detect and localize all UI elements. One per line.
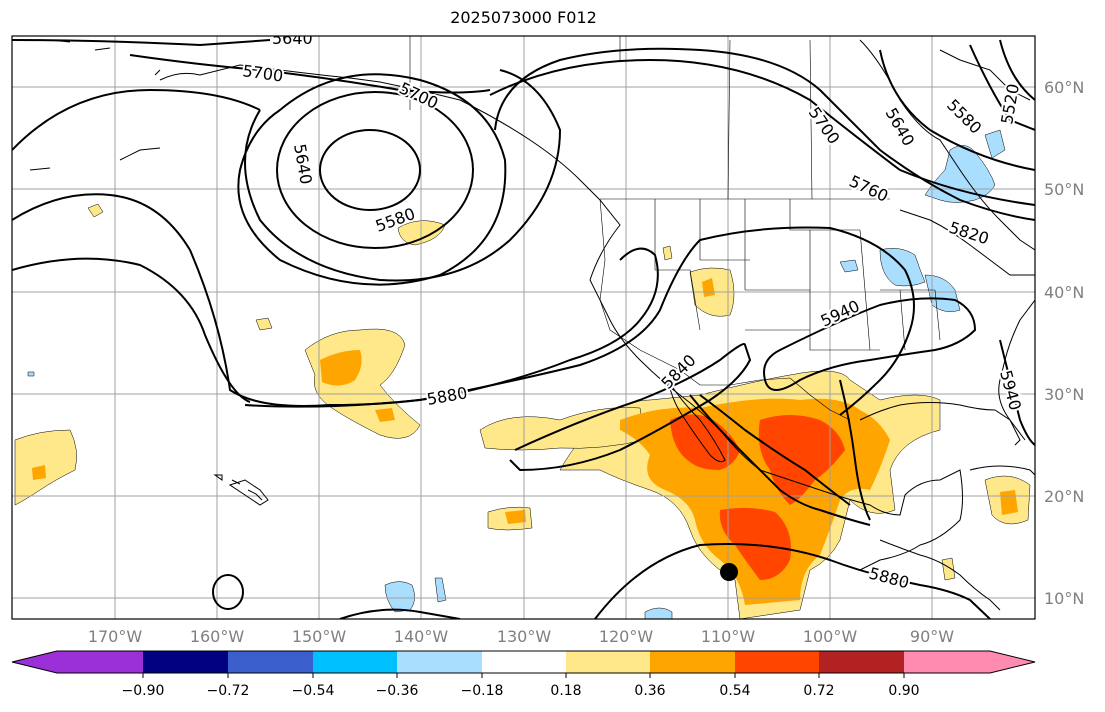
colorbar-tick-label: −0.36 [375,683,419,699]
lon-label: 150°W [292,627,347,646]
coastlines [29,39,1035,611]
fill-pacific-orange-1 [320,350,362,386]
latitude-labels: 10°N 20°N 30°N 40°N 50°N 60°N [1044,78,1084,608]
lat-label: 60°N [1044,78,1084,97]
colorbar-segment [57,651,143,673]
colorbar-extend-high [990,651,1035,673]
fill-mexico-red-2 [758,415,845,505]
contour-5580 [319,129,421,211]
colorbar-tick-label: −0.90 [121,683,165,699]
colorbar-segment [819,651,904,673]
colorbar-tick-label: 0.18 [550,683,582,699]
colorbar-extend-low [12,651,57,673]
storm-center-marker [720,563,738,581]
contour-5640-ring [276,91,474,249]
colorbar-tick-label: 0.54 [719,683,751,699]
map-frame [11,35,1036,620]
contour-5880-south [594,543,991,619]
lon-label: 120°W [599,627,654,646]
lat-label: 10°N [1044,589,1084,608]
colorbar-tick-label: −0.72 [206,683,250,699]
colorbar-tick-label: 0.36 [634,683,666,699]
colorbar-tick-label: 0.72 [803,683,835,699]
colorbar-segment [143,651,228,673]
fill-us-blue-2 [924,274,961,312]
colorbar-tick-label: 0.90 [888,683,920,699]
lon-label: 100°W [803,627,858,646]
colorbar-segment [904,651,990,673]
colorbar-segment [566,651,650,673]
contour-5760-ring [12,69,562,282]
lon-label: 170°W [88,627,143,646]
lon-label: 140°W [394,627,449,646]
colorbar-segment [313,651,397,673]
colorbar-segment [650,651,735,673]
lat-label: 20°N [1044,487,1084,506]
colorbar-segment [735,651,819,673]
longitude-labels: 170°W 160°W 150°W 140°W 130°W 120°W 110°… [88,627,954,646]
contour-5700-ring [237,73,507,286]
lon-label: 110°W [701,627,756,646]
map-title: 2025073000 F012 [450,8,597,27]
colorbar-segment [482,651,566,673]
lon-label: 90°W [910,627,954,646]
fill-pacific-yellow-3 [14,429,77,506]
fill-pacific-blue [384,581,415,613]
anomaly-fills [14,129,1031,619]
height-contours [12,39,1035,619]
lon-label: 160°W [190,627,245,646]
lat-label: 40°N [1044,283,1084,302]
contour-label: 5640 [272,29,313,48]
colorbar-segment [228,651,313,673]
fill-canada-blue-2 [984,129,1006,159]
colorbar [11,650,1036,678]
contour-5880 [244,226,915,416]
political-borders [409,36,941,421]
fill-mexico-red-3 [719,507,791,580]
colorbar-segment [397,651,482,673]
colorbar-tick-label: −0.54 [291,683,335,699]
lat-label: 50°N [1044,180,1084,199]
lat-label: 30°N [1044,385,1084,404]
contour-5940 [509,343,752,472]
lon-label: 130°W [497,627,552,646]
colorbar-tick-label: −0.18 [460,683,504,699]
